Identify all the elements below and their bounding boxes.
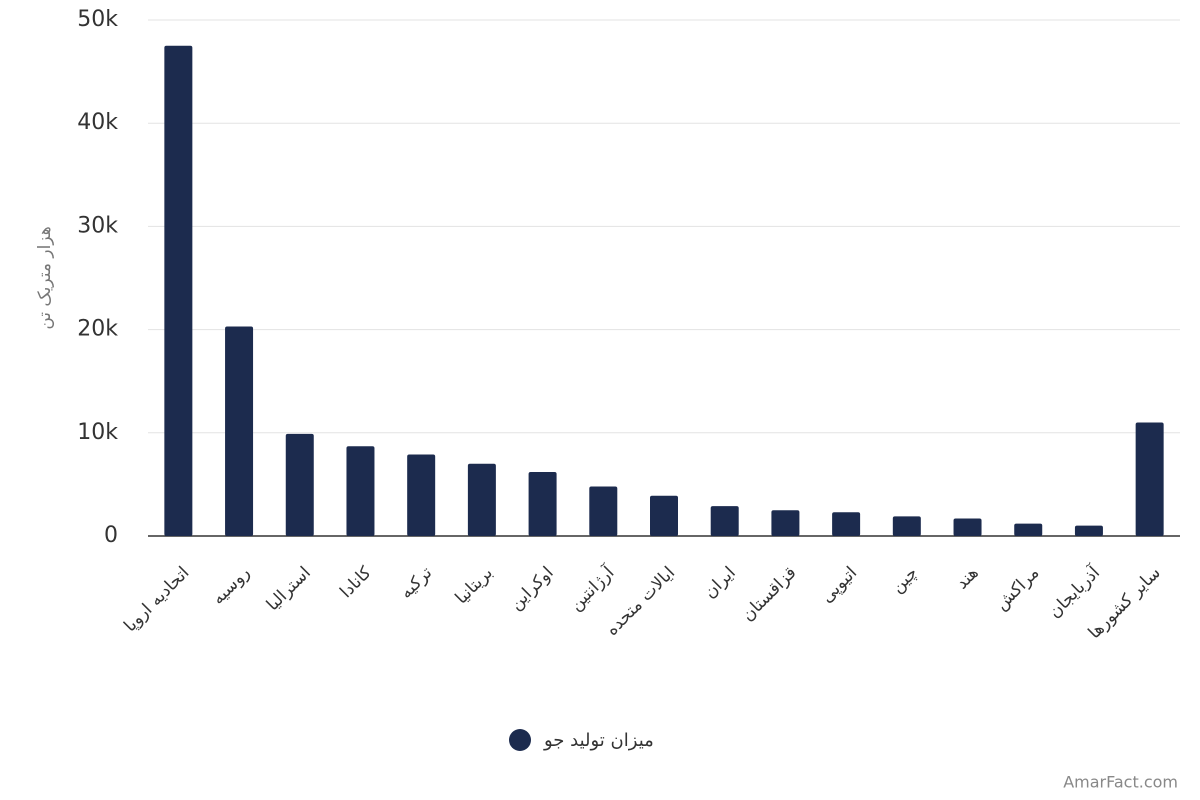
bar xyxy=(528,472,557,536)
y-tick-label: 0 xyxy=(104,523,118,548)
bar xyxy=(650,495,678,536)
x-tick-label: آذربایجان xyxy=(1043,561,1105,623)
bar xyxy=(1074,525,1103,536)
bar xyxy=(467,463,496,536)
y-tick-label: 40k xyxy=(77,110,118,135)
y-tick-label: 10k xyxy=(77,420,118,445)
x-tick-label: کانادا xyxy=(336,562,376,602)
watermark: AmarFact.com xyxy=(1063,773,1178,792)
bar xyxy=(407,454,436,536)
x-tick-label: قزاقستان xyxy=(738,563,800,625)
x-tick-label: روسیه xyxy=(208,563,254,609)
bar xyxy=(1135,422,1164,536)
bar xyxy=(771,510,800,536)
x-tick-label: هند xyxy=(952,563,982,593)
bar xyxy=(832,512,861,536)
bar xyxy=(225,326,254,536)
x-tick-label: آرژانتین xyxy=(565,561,619,615)
x-tick-label: استرالیا xyxy=(263,563,315,615)
bar xyxy=(953,518,982,536)
y-tick-label: 20k xyxy=(77,317,118,342)
x-tick-label: اتیوپی xyxy=(817,563,861,607)
y-tick-label: 50k xyxy=(77,7,118,32)
x-tick-label: مراکش xyxy=(992,563,1044,615)
legend-label: میزان تولید جو xyxy=(543,730,654,751)
y-axis-title: هزار متریک تن xyxy=(35,226,55,329)
bar xyxy=(892,516,921,536)
bar xyxy=(164,45,193,537)
x-tick-label: اوکراین xyxy=(506,563,557,614)
x-tick-label: چین xyxy=(888,563,922,597)
y-tick-label: 30k xyxy=(77,213,118,238)
x-tick-label: بریتانیا xyxy=(452,563,497,608)
bar xyxy=(346,446,375,536)
x-tick-label: ترکیه xyxy=(396,563,436,603)
bar xyxy=(589,486,618,536)
bar xyxy=(1014,523,1043,536)
x-tick-label: ایران xyxy=(700,563,740,603)
x-tick-label: اتحادیه اروپا xyxy=(120,563,193,636)
legend-marker xyxy=(509,729,531,751)
bar xyxy=(710,506,739,536)
bar xyxy=(285,433,314,536)
